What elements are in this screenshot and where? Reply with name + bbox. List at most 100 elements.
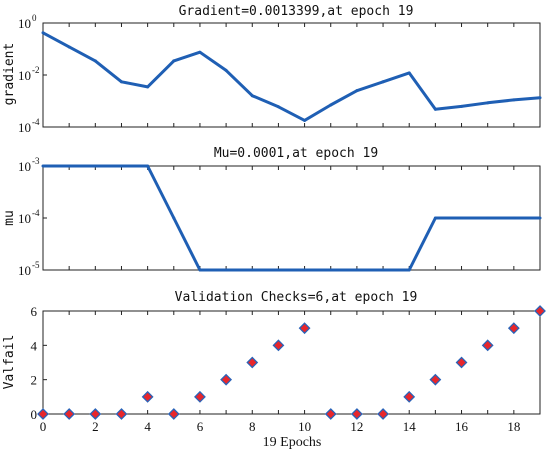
- data-point: [119, 80, 123, 84]
- diamond-marker: [298, 322, 311, 335]
- diamond-marker: [220, 373, 233, 386]
- diamond-marker: [141, 390, 154, 403]
- diamond-marker: [324, 408, 337, 420]
- gradient-title: Gradient=0.0013399,at epoch 19: [179, 4, 414, 19]
- diamond-marker: [455, 356, 468, 369]
- xtick-label: 18: [507, 419, 520, 434]
- ytick-label: 10: [18, 263, 31, 278]
- data-point: [329, 268, 333, 272]
- validation-xtick-labels: 0 2 4 6 8 10 12 14 16 18: [40, 419, 521, 434]
- validation-axes-box: [42, 310, 541, 415]
- data-point: [146, 164, 150, 168]
- diamond-marker: [481, 339, 494, 352]
- data-point: [538, 216, 542, 220]
- data-point: [512, 98, 516, 102]
- ytick-exponent: 0: [32, 13, 37, 23]
- validation-title: Validation Checks=6,at epoch 19: [175, 290, 418, 305]
- xtick-label: 16: [455, 419, 469, 434]
- gradient-panel: Gradient=0.0013399,at epoch 19 gradient …: [2, 4, 542, 135]
- data-point: [224, 268, 228, 272]
- xtick-label: 2: [92, 419, 99, 434]
- xtick-label: 14: [403, 419, 417, 434]
- data-point: [407, 268, 411, 272]
- validation-panel: Validation Checks=6,at epoch 19 Valfail …: [2, 290, 546, 450]
- diamond-marker: [37, 408, 49, 420]
- ytick-label: 4: [31, 338, 38, 353]
- gradient-axes-box: [42, 22, 541, 128]
- xtick-label: 0: [40, 419, 47, 434]
- data-point: [198, 268, 202, 272]
- data-point: [433, 107, 437, 111]
- diamond-marker: [507, 322, 520, 335]
- validation-xlabel: 19 Epochs: [263, 435, 322, 450]
- diamond-marker: [63, 408, 76, 420]
- mu-ytick-labels: 10-310-410-5: [18, 156, 47, 278]
- diamond-marker: [89, 408, 102, 420]
- data-point: [355, 268, 359, 272]
- data-point: [486, 101, 490, 105]
- data-point: [303, 268, 307, 272]
- ytick-exponent: -3: [32, 156, 40, 166]
- xtick-label: 4: [144, 419, 151, 434]
- diamond-marker: [403, 390, 416, 403]
- data-point: [381, 268, 385, 272]
- xtick-label: 8: [249, 419, 256, 434]
- diamond-marker: [167, 408, 180, 420]
- data-point: [250, 268, 254, 272]
- ytick-label: 0: [31, 407, 38, 422]
- data-point: [41, 164, 45, 168]
- ytick-exponent: -5: [32, 260, 40, 270]
- data-point: [250, 94, 254, 98]
- mu-panel: Mu=0.0001,at epoch 19 mu 10-310-410-5: [2, 146, 542, 278]
- data-point: [433, 216, 437, 220]
- ytick-label: 6: [31, 304, 38, 319]
- ytick-exponent: -2: [32, 65, 40, 75]
- ytick-label: 10: [18, 16, 31, 31]
- data-point: [355, 89, 359, 93]
- diamond-marker: [534, 305, 546, 317]
- diamond-marker: [350, 408, 363, 420]
- data-point: [93, 164, 97, 168]
- xtick-label: 6: [197, 419, 204, 434]
- validation-series: [37, 305, 546, 420]
- data-point: [486, 216, 490, 220]
- data-point: [407, 71, 411, 75]
- ytick-label: 10: [18, 159, 31, 174]
- ytick-label: 10: [18, 120, 31, 135]
- xtick-label: 12: [350, 419, 363, 434]
- data-point: [198, 50, 202, 54]
- mu-ylabel: mu: [2, 210, 17, 226]
- data-point: [381, 80, 385, 84]
- data-point: [276, 105, 280, 109]
- series-line: [43, 164, 540, 272]
- ytick-label: 10: [18, 68, 31, 83]
- diamond-marker: [272, 339, 285, 352]
- data-point: [67, 45, 71, 49]
- diamond-marker: [429, 373, 442, 386]
- data-point: [538, 96, 542, 100]
- data-point: [460, 216, 464, 220]
- data-point: [303, 118, 307, 122]
- data-point: [329, 103, 333, 107]
- diamond-marker: [377, 408, 389, 420]
- diamond-marker: [194, 390, 206, 403]
- data-point: [512, 216, 516, 220]
- ytick-label: 2: [31, 373, 38, 388]
- diamond-marker: [115, 408, 128, 420]
- data-point: [93, 59, 97, 63]
- validation-ytick-labels: 0 2 4 6: [31, 304, 47, 422]
- gradient-ylabel: gradient: [2, 43, 17, 106]
- series-line: [42, 31, 541, 122]
- data-point: [146, 85, 150, 89]
- data-point: [460, 104, 464, 108]
- mu-series: [41, 164, 542, 272]
- data-point: [276, 268, 280, 272]
- gradient-xtick-marks: [42, 23, 541, 127]
- diamond-marker: [246, 356, 259, 369]
- data-point: [172, 216, 176, 220]
- ytick-exponent: -4: [32, 208, 40, 218]
- data-point: [41, 31, 45, 35]
- validation-ylabel: Valfail: [2, 335, 17, 390]
